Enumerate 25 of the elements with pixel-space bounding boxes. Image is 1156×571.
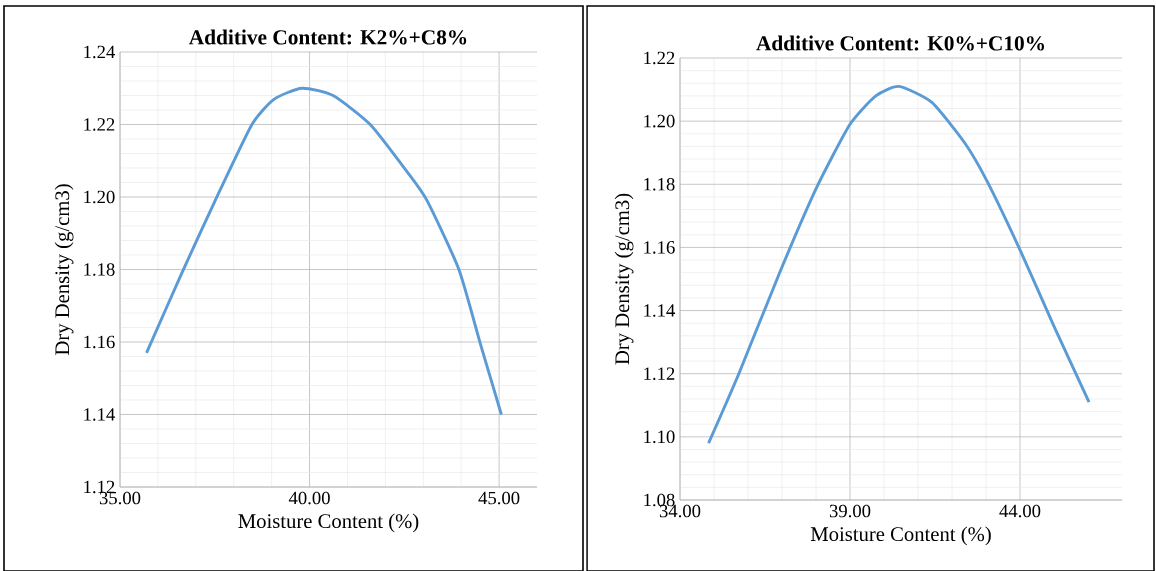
x-tick-label: 39.00 xyxy=(829,504,871,518)
x-tick-label: 44.00 xyxy=(999,504,1041,518)
y-tick-label: 1.22 xyxy=(644,51,675,65)
y-tick-label: 1.20 xyxy=(644,114,675,128)
y-tick-label: 1.18 xyxy=(644,177,675,191)
y-tick-label: 1.16 xyxy=(644,241,675,254)
y-tick-label: 1.12 xyxy=(644,367,675,381)
line-series xyxy=(707,84,1091,445)
x-axis-title: Moisture Content (%) xyxy=(810,526,991,546)
y-tick-label: 1.14 xyxy=(644,304,676,317)
y-axis-title: Dry Density (g/cm3) xyxy=(614,193,634,365)
chart-title: Additive Content: K2%+C8% xyxy=(189,29,467,45)
chart-title: Additive Content: K0%+C10% xyxy=(756,35,1045,51)
y-tick-label: 1.10 xyxy=(644,430,675,444)
y-tick-label: 1.16 xyxy=(84,335,115,349)
y-tick-label: 1.22 xyxy=(84,118,115,131)
y-tick-label: 1.14 xyxy=(84,408,116,421)
x-tick-label: 40.00 xyxy=(288,491,330,505)
y-tick-label: 1.18 xyxy=(84,263,115,276)
line-series xyxy=(145,86,503,416)
x-axis-title: Moisture Content (%) xyxy=(238,513,419,533)
x-tick-label: 45.00 xyxy=(478,491,520,505)
y-tick-label: 1.24 xyxy=(84,45,116,59)
y-axis-title: Dry Density (g/cm3) xyxy=(54,184,74,356)
y-tick-label: 1.20 xyxy=(84,190,115,204)
